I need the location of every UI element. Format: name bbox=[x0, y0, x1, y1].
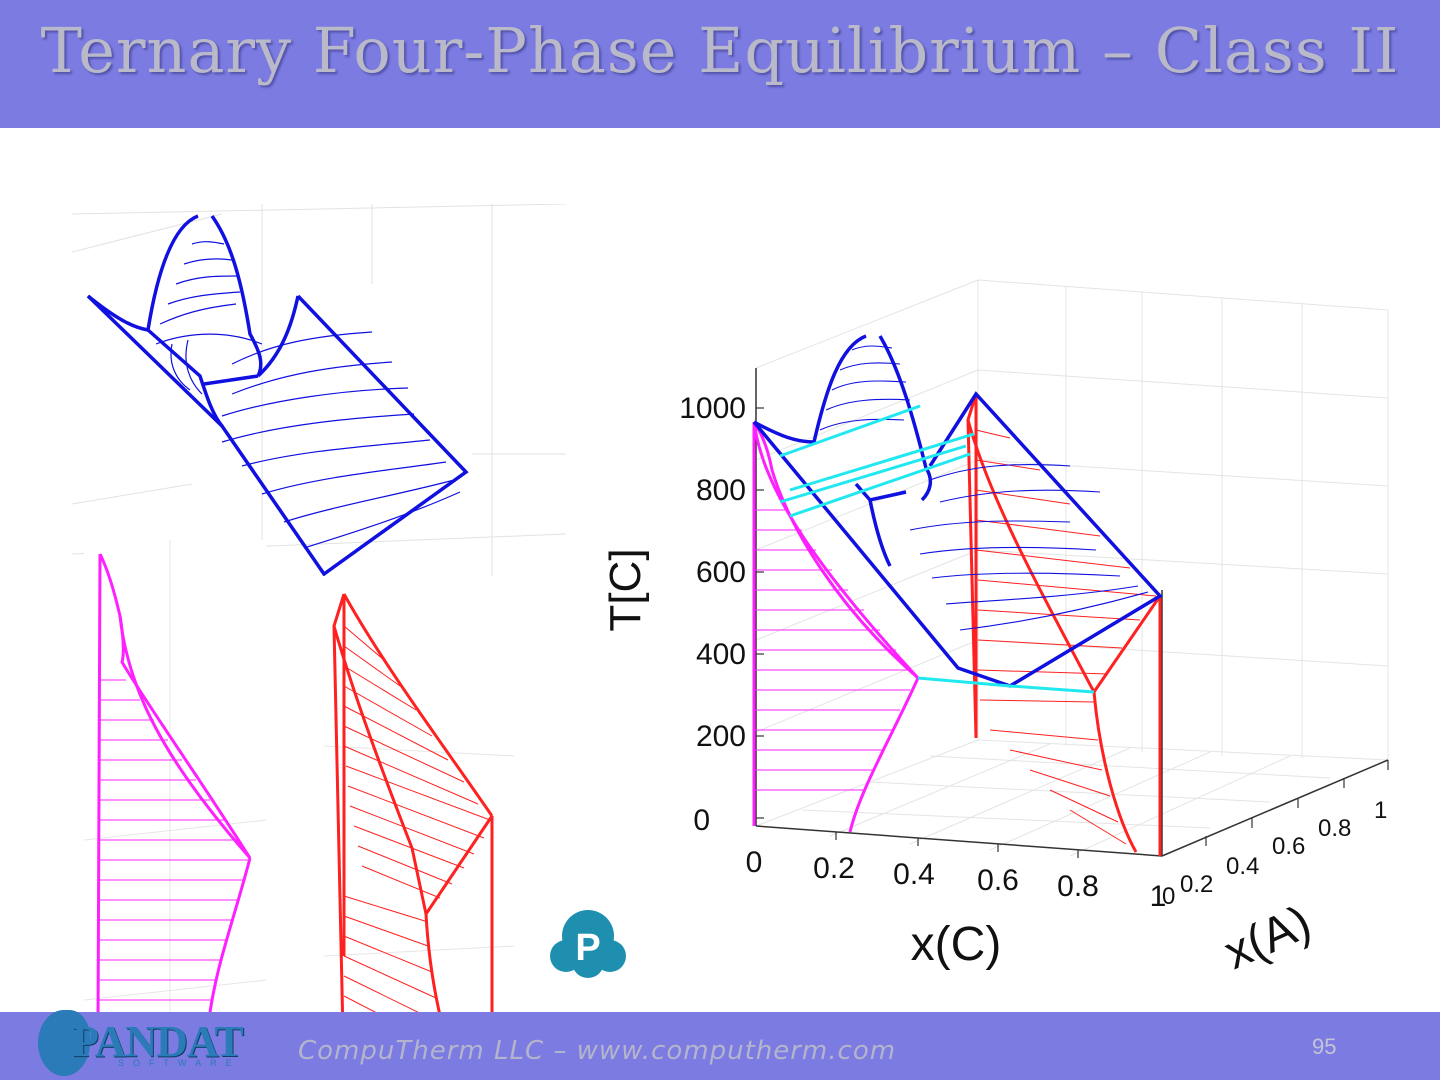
pandat-logo-mark bbox=[38, 1010, 90, 1076]
x-tick-0: 0 bbox=[746, 846, 763, 879]
z-tick-0.4: 0.4 bbox=[1226, 853, 1259, 880]
blue-tie-lines bbox=[155, 241, 461, 549]
z-tick-1: 1 bbox=[1374, 797, 1387, 824]
y-tick-1000: 1000 bbox=[679, 392, 746, 425]
magenta-surface-plot bbox=[83, 540, 267, 1029]
panel-grid bbox=[83, 540, 267, 1028]
x-tick-0.4: 0.4 bbox=[893, 858, 935, 891]
slide-footer bbox=[0, 1012, 1440, 1080]
y-tick-labels: 1000 800 600 400 200 0 bbox=[679, 392, 746, 837]
y-axis-label: T[C] bbox=[601, 548, 650, 631]
y-tick-0: 0 bbox=[693, 804, 710, 837]
y-tick-400: 400 bbox=[696, 638, 746, 671]
z-tick-labels: 0 0.2 0.4 0.6 0.8 1 bbox=[1162, 797, 1387, 910]
blue-surface-plot bbox=[71, 203, 567, 577]
four-phase-plane bbox=[779, 404, 1095, 694]
page-number: 95 bbox=[1312, 1034, 1337, 1059]
y-tick-200: 200 bbox=[696, 720, 746, 753]
pandat-logo-subtitle: SOFTWARE bbox=[118, 1058, 241, 1068]
blue-surface-panel bbox=[71, 203, 567, 577]
z-tick-0.2: 0.2 bbox=[1180, 871, 1213, 898]
z-tick-0.6: 0.6 bbox=[1272, 833, 1305, 860]
x-tick-1: 1 bbox=[1150, 880, 1167, 913]
red-surface-outline bbox=[332, 593, 494, 1081]
blue-surface-outline bbox=[86, 214, 469, 577]
panel-grid bbox=[323, 745, 515, 957]
z-tick-0.8: 0.8 bbox=[1318, 815, 1351, 842]
y-tick-600: 600 bbox=[696, 556, 746, 589]
red-surface-panel bbox=[323, 576, 515, 1081]
slide-title: Ternary Four-Phase Equilibrium – Class I… bbox=[40, 14, 1400, 87]
magenta-surface-outline bbox=[96, 553, 252, 1029]
slide-header bbox=[0, 0, 1440, 128]
magenta-surface-panel bbox=[83, 540, 267, 1029]
x-tick-0.8: 0.8 bbox=[1057, 870, 1099, 903]
x-axis-label: x(C) bbox=[911, 918, 1002, 971]
y-tick-800: 800 bbox=[696, 474, 746, 507]
footer-text: CompuTherm LLC – www.computherm.com bbox=[298, 1036, 897, 1066]
p-badge-letter: P bbox=[575, 927, 600, 969]
x-tick-labels: 0 0.2 0.4 0.6 0.8 1 bbox=[746, 846, 1167, 913]
panel-grid bbox=[71, 203, 567, 576]
magenta-tie-lines bbox=[98, 679, 248, 1001]
pandat-logo-word: PANDAT bbox=[72, 1017, 244, 1066]
chart-grid bbox=[755, 279, 1389, 857]
blue-surface bbox=[752, 334, 1163, 688]
chart-axes bbox=[755, 368, 1389, 857]
x-tick-0.2: 0.2 bbox=[813, 852, 855, 885]
ternary-3d-chart: 1000 800 600 400 200 0 0 0.2 0.4 0.6 0.8… bbox=[601, 279, 1389, 980]
x-tick-0.6: 0.6 bbox=[977, 864, 1019, 897]
p-badge-logo: P bbox=[550, 910, 626, 978]
magenta-surface bbox=[752, 421, 920, 833]
axis-ticks bbox=[756, 407, 1389, 858]
z-axis-label: x(A) bbox=[1217, 896, 1319, 980]
z-tick-0: 0 bbox=[1162, 883, 1175, 910]
red-surface-plot bbox=[323, 593, 515, 1081]
